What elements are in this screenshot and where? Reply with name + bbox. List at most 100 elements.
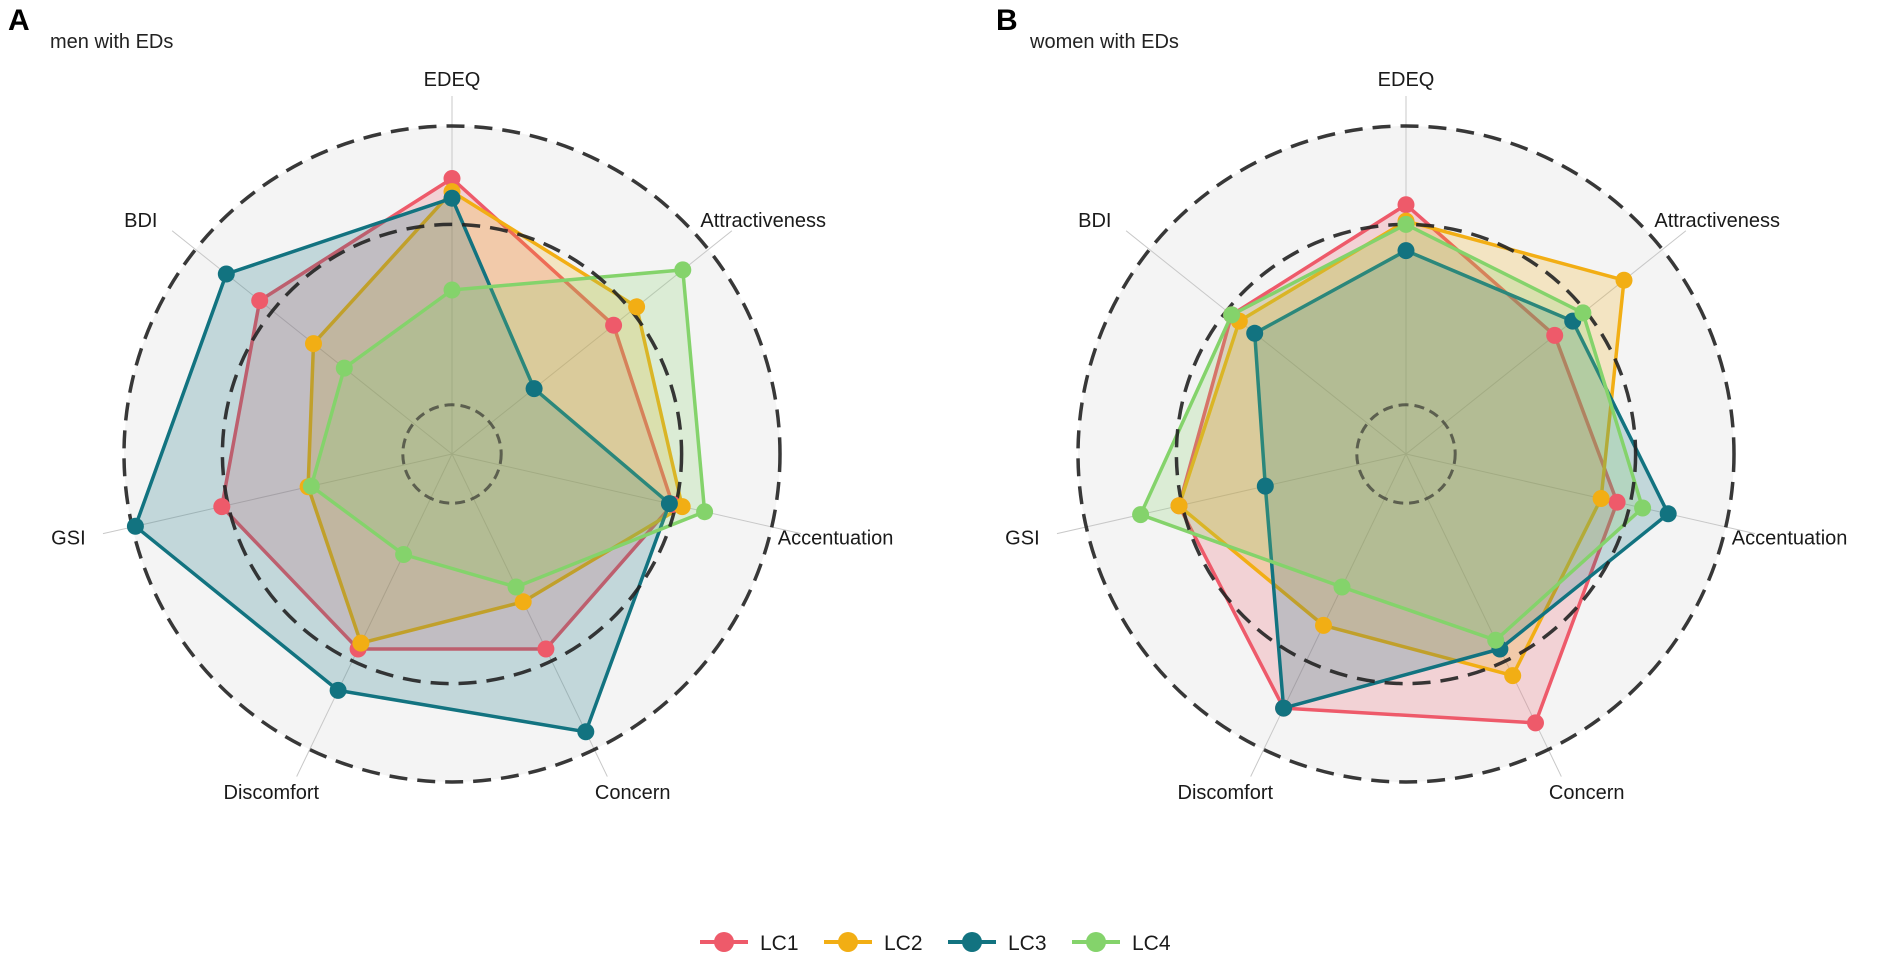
point-lc2-discomfort (1315, 616, 1332, 634)
panel-title-a: men with EDs (50, 31, 173, 53)
series-lc4-polygon (1138, 222, 1645, 642)
axis-label-discomfort: Discomfort (1178, 782, 1274, 804)
point-lc4-gsi (1132, 506, 1150, 524)
point-lc4-bdi (335, 359, 353, 377)
point-lc2-discomfort (352, 634, 370, 652)
point-lc3-accentuation (660, 495, 678, 513)
point-lc1-concern (1527, 714, 1544, 732)
legend-item-lc2: LC2 (824, 932, 923, 955)
series-lc2-polygon (1177, 219, 1626, 678)
point-lc1-edeq (443, 170, 461, 187)
panel-letter-a: A (8, 4, 30, 37)
point-lc1-attractiveness (1546, 326, 1564, 344)
legend-marker-lc1 (714, 932, 734, 952)
point-lc3-bdi (217, 265, 235, 283)
reference-ring-1 (401, 403, 503, 505)
series-lc1-polygon (220, 176, 675, 651)
point-lc1-accentuation (1608, 493, 1626, 511)
legend-marker-lc4 (1086, 932, 1106, 952)
point-lc2-concern (514, 593, 532, 611)
point-lc3-accentuation (1659, 505, 1677, 523)
series-lc4-polygon (309, 268, 707, 589)
point-lc4-discomfort (1333, 578, 1351, 596)
point-lc1-bdi (251, 292, 269, 310)
point-lc4-accentuation (696, 503, 714, 521)
radar-plot-b: EDEQ Attractiveness Accentuation Concern Dis… (1005, 69, 1847, 804)
radar-panel-b: B women with EDs EDEQ Attractiveness Accen… (996, 4, 1847, 804)
axis-label-attractiveness: Attractiveness (1654, 210, 1780, 232)
point-lc4-edeq (443, 281, 461, 299)
spoke-concern (451, 453, 608, 777)
point-lc1-edeq (1397, 196, 1415, 214)
legend-item-lc1: LC1 (700, 932, 799, 955)
axis-label-accentuation: Accentuation (778, 527, 894, 549)
spoke-attractiveness (1405, 230, 1687, 455)
legend-item-lc3: LC3 (948, 932, 1047, 955)
axis-label-discomfort: Discomfort (224, 782, 320, 804)
spoke-bdi (1125, 230, 1407, 455)
point-lc2-attractiveness (628, 298, 646, 316)
reference-ring-2 (220, 222, 684, 686)
axis-label-gsi: GSI (51, 527, 85, 549)
axis-label-concern: Concern (1549, 782, 1625, 804)
legend-marker-lc2 (838, 932, 858, 952)
series-lc2-polygon (306, 189, 684, 645)
axis-label-edeq: EDEQ (424, 69, 481, 91)
axis-label-concern: Concern (595, 782, 671, 804)
point-lc4-attractiveness (674, 261, 692, 279)
point-lc3-gsi (126, 517, 144, 535)
legend-label-lc1: LC1 (760, 932, 799, 955)
legend-label-lc3: LC3 (1008, 932, 1047, 955)
point-lc4-gsi (302, 477, 320, 495)
point-lc2-bdi (305, 335, 322, 353)
radar-panel-a: A men with EDs EDEQ Attractiveness Accentu… (8, 4, 893, 804)
radar-plot-a: EDEQ Attractiveness Accentuation Concern Dis… (51, 69, 893, 804)
point-lc4-discomfort (395, 546, 413, 563)
point-lc3-bdi (1246, 324, 1264, 342)
point-lc3-attractiveness (525, 380, 543, 398)
legend-item-lc4: LC4 (1072, 932, 1171, 955)
point-lc2-attractiveness (1615, 271, 1633, 289)
legend-label-lc2: LC2 (884, 932, 923, 955)
axis-label-bdi: BDI (124, 210, 157, 232)
point-lc2-accentuation (673, 498, 691, 516)
point-lc2-gsi (1170, 497, 1188, 515)
spoke-accentuation (451, 453, 802, 535)
series-lc1-polygon (1177, 202, 1619, 725)
reference-ring-3 (122, 124, 782, 784)
reference-ring-3 (1076, 124, 1736, 784)
point-lc4-attractiveness (1574, 304, 1592, 322)
point-lc1-concern (537, 640, 555, 658)
legend-marker-lc3 (962, 932, 982, 952)
reference-ring-1 (1355, 403, 1457, 505)
point-lc3-concern (577, 723, 595, 741)
point-lc3-edeq (1397, 242, 1415, 260)
point-lc4-bdi (1223, 306, 1241, 324)
spoke-gsi (102, 453, 453, 535)
spoke-discomfort (296, 453, 453, 777)
spoke-gsi (1056, 453, 1407, 535)
point-lc3-edeq (443, 189, 461, 207)
point-lc4-accentuation (1634, 499, 1652, 517)
point-lc3-gsi (1256, 477, 1274, 495)
point-lc1-attractiveness (605, 316, 623, 334)
point-lc4-edeq (1397, 215, 1415, 233)
legend-label-lc4: LC4 (1132, 932, 1171, 955)
axis-label-accentuation: Accentuation (1732, 527, 1848, 549)
point-lc4-concern (507, 578, 525, 596)
series-lc3-polygon (133, 196, 672, 734)
point-lc3-discomfort (1275, 699, 1293, 717)
point-lc4-concern (1487, 631, 1505, 649)
point-lc2-accentuation (1592, 490, 1610, 507)
point-lc3-discomfort (329, 681, 347, 699)
axis-label-attractiveness: Attractiveness (700, 210, 826, 232)
point-lc2-concern (1504, 667, 1522, 685)
axis-label-edeq: EDEQ (1378, 69, 1435, 91)
point-lc1-gsi (213, 498, 231, 516)
spoke-discomfort (1250, 453, 1407, 777)
panel-title-b: women with EDs (1029, 31, 1179, 53)
axis-label-gsi: GSI (1005, 527, 1039, 549)
panel-letter-b: B (996, 4, 1018, 37)
spoke-accentuation (1405, 453, 1756, 535)
